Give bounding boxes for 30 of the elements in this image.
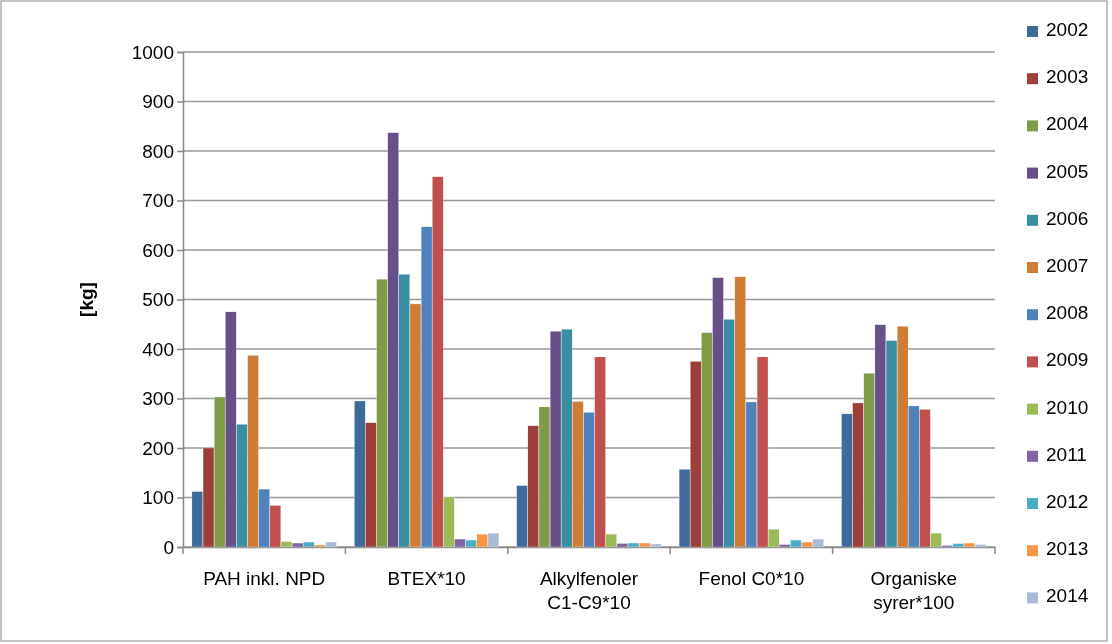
y-tick-label: 600 — [142, 239, 174, 261]
x-tick-label: PAH inkl. NPD — [203, 568, 326, 589]
y-tick-label: 300 — [142, 388, 174, 410]
x-tick-label: Organiske syrer*100 — [870, 568, 958, 613]
legend-label: 2003 — [1046, 66, 1089, 88]
legend-label: 2004 — [1046, 113, 1089, 135]
y-tick-label: 500 — [142, 289, 174, 311]
x-tick-label: Alkylfenoler C1-C9*10 — [539, 568, 639, 613]
y-tick-label: 400 — [142, 338, 174, 360]
legend-label: 2011 — [1046, 443, 1087, 465]
legend-label: 2009 — [1046, 349, 1089, 371]
y-tick-label: 1000 — [131, 41, 174, 63]
x-tick-label: Fenol C0*10 — [698, 568, 805, 589]
legend-label: 2008 — [1046, 302, 1089, 324]
x-tick-label: BTEX*10 — [387, 568, 466, 589]
legend-label: 2012 — [1046, 491, 1089, 512]
y-tick-label: 700 — [142, 190, 174, 212]
legend-label: 2010 — [1046, 396, 1089, 418]
legend-label: 2014 — [1046, 585, 1089, 607]
y-tick-label: 100 — [142, 487, 174, 509]
legend-label: 2007 — [1046, 255, 1089, 276]
legend-label: 2013 — [1046, 538, 1089, 560]
y-tick-label: 900 — [142, 91, 174, 113]
y-tick-label: 200 — [142, 437, 174, 459]
legend-label: 2006 — [1046, 207, 1089, 229]
legend-label: 2002 — [1046, 19, 1089, 40]
y-tick-label: 800 — [142, 140, 174, 162]
legend-label: 2005 — [1046, 160, 1089, 182]
y-tick-label: 0 — [163, 536, 174, 558]
y-axis-title: [kg] — [76, 282, 97, 317]
